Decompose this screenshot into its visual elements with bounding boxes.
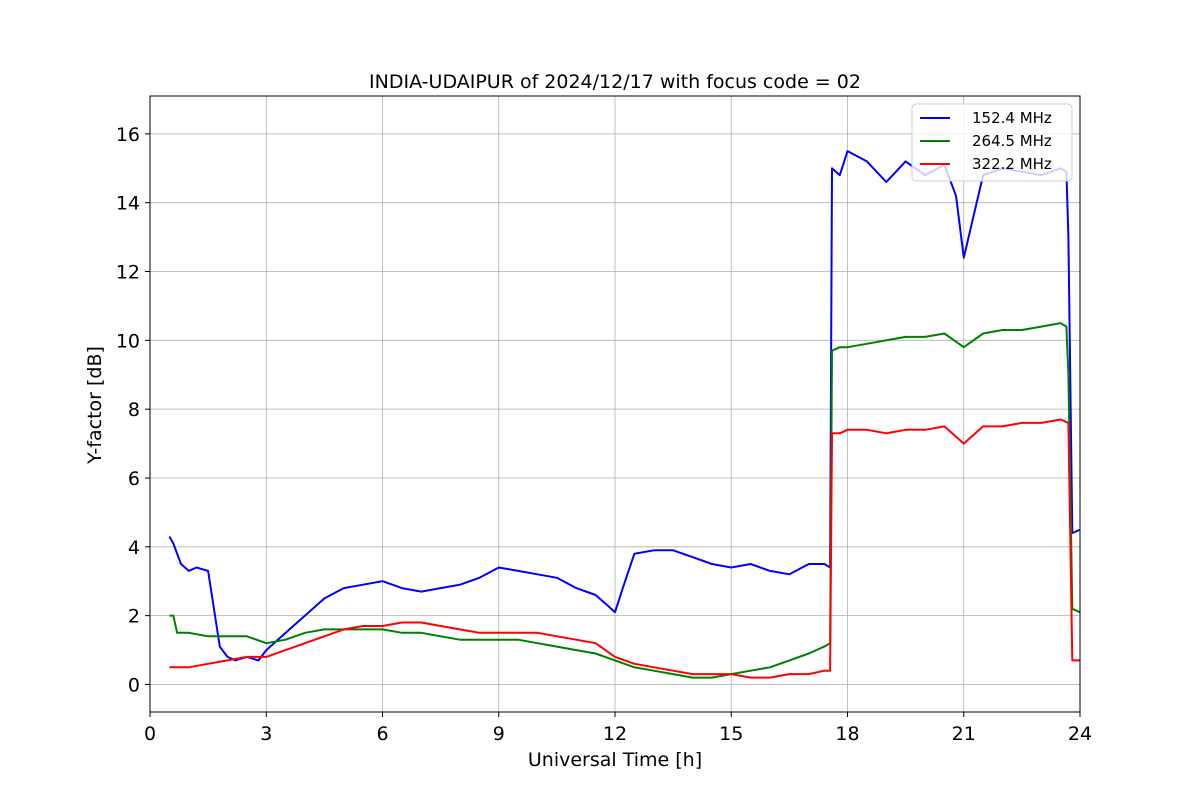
y-tick-label: 16 [116, 124, 140, 146]
x-axis-label: Universal Time [h] [528, 749, 702, 771]
y-tick-label: 2 [128, 606, 140, 628]
x-tick-label: 6 [376, 723, 388, 745]
x-tick-label: 18 [835, 723, 859, 745]
y-tick-label: 0 [128, 674, 140, 696]
y-tick-label: 14 [116, 193, 140, 215]
y-tick-label: 10 [116, 330, 140, 352]
legend-label: 152.4 MHz [972, 109, 1052, 127]
x-tick-label: 3 [260, 723, 272, 745]
y-tick-label: 6 [128, 468, 140, 490]
series-line-2 [169, 322, 1081, 679]
legend-label: 322.2 MHz [972, 155, 1052, 173]
x-tick-label: 12 [603, 723, 627, 745]
x-tick-label: 24 [1068, 723, 1092, 745]
legend-label: 264.5 MHz [972, 132, 1052, 150]
x-tick-label: 15 [719, 723, 743, 745]
y-tick-label: 12 [116, 262, 140, 284]
legend-box [911, 103, 1073, 182]
x-tick-label: 9 [493, 723, 505, 745]
y-tick-label: 4 [128, 537, 140, 559]
y-axis-ticks: 0 2 4 6 8 10 12 14 16 [116, 124, 150, 696]
x-tick-label: 21 [952, 723, 976, 745]
chart-title: INDIA-UDAIPUR of 2024/12/17 with focus c… [369, 71, 861, 93]
y-tick-label: 8 [128, 399, 140, 421]
legend: 152.4 MHz 264.5 MHz 322.2 MHz [911, 103, 1073, 182]
series-line-3 [169, 418, 1080, 679]
x-axis-ticks: 0 3 6 9 12 15 18 21 24 [144, 712, 1092, 745]
x-tick-label: 0 [144, 723, 156, 745]
y-axis-label: Y-factor [dB] [84, 346, 106, 465]
